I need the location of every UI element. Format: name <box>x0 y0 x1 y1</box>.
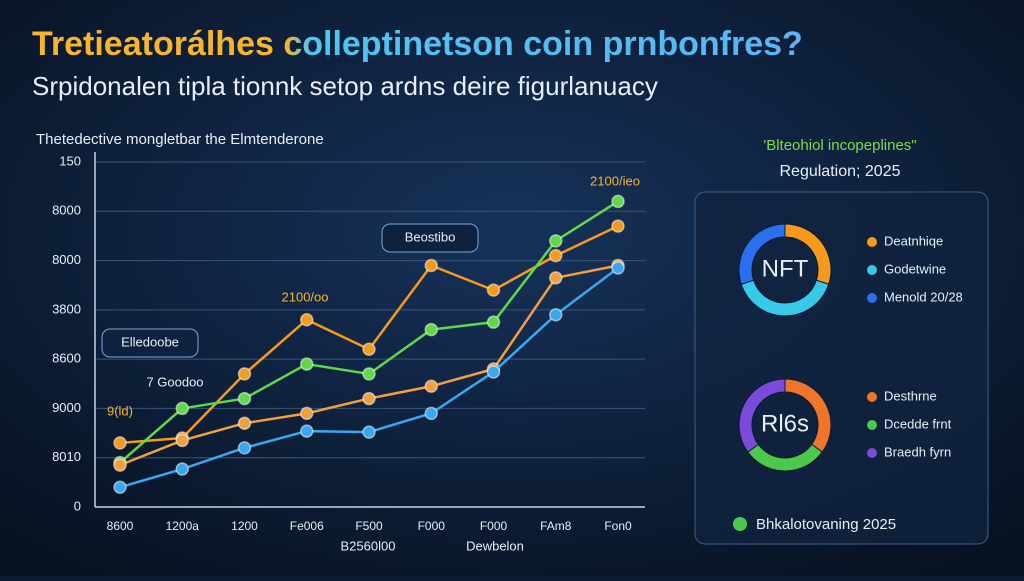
x-tick-label: 1200a <box>166 519 200 533</box>
y-tick-label: 3800 <box>52 301 81 316</box>
data-point <box>300 424 314 438</box>
data-point <box>300 357 314 371</box>
data-point <box>424 379 438 393</box>
legend-marker <box>867 265 877 275</box>
callout-box <box>381 223 479 253</box>
x-tick-label: 1200 <box>231 519 258 533</box>
data-point <box>362 367 376 381</box>
y-tick-label: 8600 <box>52 351 81 366</box>
legend-marker <box>867 420 877 430</box>
legend-marker <box>867 392 877 402</box>
x-tick-label: Fon0 <box>604 519 632 533</box>
data-point <box>486 315 501 329</box>
data-point <box>424 322 438 337</box>
y-tick-label: 8000 <box>52 252 81 267</box>
donut-center-label: NFT <box>762 255 809 282</box>
page-subtitle: Srpidonalen tipla tionnk setop ardns dei… <box>32 71 658 101</box>
annotation: Elledoobe <box>121 334 179 349</box>
panel <box>694 191 989 545</box>
data-point <box>424 406 438 421</box>
x-tick-label: F000 <box>480 519 508 533</box>
data-point <box>113 436 127 450</box>
annotation: 7 Goodoo <box>146 374 203 389</box>
data-point <box>237 416 252 430</box>
data-point <box>362 425 376 439</box>
y-tick-label: 9000 <box>52 400 81 415</box>
x-tick-label: F000 <box>418 519 446 533</box>
legend-label: Dcedde frnt <box>884 416 952 431</box>
legend-marker <box>867 293 877 303</box>
donut-center-label: Rl6s <box>761 410 809 437</box>
data-point <box>300 312 314 327</box>
data-point <box>237 367 252 381</box>
y-tick-label: 0 <box>74 498 81 513</box>
legend-label: Menold 20/28 <box>884 289 963 304</box>
data-point <box>549 234 563 248</box>
legend-label: Deatnhiqe <box>884 233 943 248</box>
callout-box <box>101 328 199 358</box>
data-point <box>611 261 625 275</box>
annotation: Beostibo <box>405 229 456 244</box>
data-point <box>486 283 501 297</box>
donut-segment <box>738 378 786 453</box>
data-point <box>611 194 625 209</box>
annotation: 2100/ieo <box>590 173 640 188</box>
legend-label: Desthrne <box>884 388 937 403</box>
annotation: Dewbelon <box>466 538 524 553</box>
data-point <box>113 458 127 472</box>
y-tick-label: 8010 <box>52 449 81 464</box>
data-point <box>237 391 252 406</box>
donut-segment <box>738 223 786 285</box>
annotation: 2100/oo <box>282 289 329 304</box>
data-point <box>549 248 563 263</box>
data-point <box>175 433 189 448</box>
annotation: B2560l00 <box>341 538 396 553</box>
x-tick-label: FAm8 <box>540 519 572 533</box>
annotation: 9(ld) <box>107 403 133 418</box>
data-point <box>549 308 563 322</box>
page-title: Tretieatorálhes colleptinetson coin prnb… <box>32 25 803 63</box>
data-point <box>237 441 252 455</box>
legend-marker <box>867 448 877 458</box>
legend-label: Braedh fyrn <box>884 444 951 459</box>
y-tick-label: 8000 <box>52 203 81 218</box>
panel-subtitle: Regulation; 2025 <box>780 163 901 180</box>
data-point <box>486 365 501 379</box>
panel-footer: Bhkalotovaning 2025 <box>756 516 896 533</box>
y-tick-label: 150 <box>59 153 81 168</box>
chart-title: Thetedective mongletbar the Elmtenderone <box>36 131 324 148</box>
data-point <box>362 391 376 406</box>
x-tick-label: 8600 <box>107 519 134 533</box>
panel-title: 'Blteohiol incopeplines" <box>763 137 916 154</box>
data-point <box>113 480 127 495</box>
legend-label: Godetwine <box>884 261 946 276</box>
legend-marker <box>867 237 877 247</box>
data-point <box>175 401 189 416</box>
x-tick-label: Fe006 <box>290 519 324 533</box>
data-point <box>424 258 438 273</box>
data-point <box>175 462 189 476</box>
footer-icon <box>733 517 747 531</box>
data-point <box>611 219 625 233</box>
data-point <box>362 342 376 357</box>
x-tick-label: F500 <box>355 519 383 533</box>
data-point <box>300 406 314 421</box>
data-point <box>549 271 563 285</box>
